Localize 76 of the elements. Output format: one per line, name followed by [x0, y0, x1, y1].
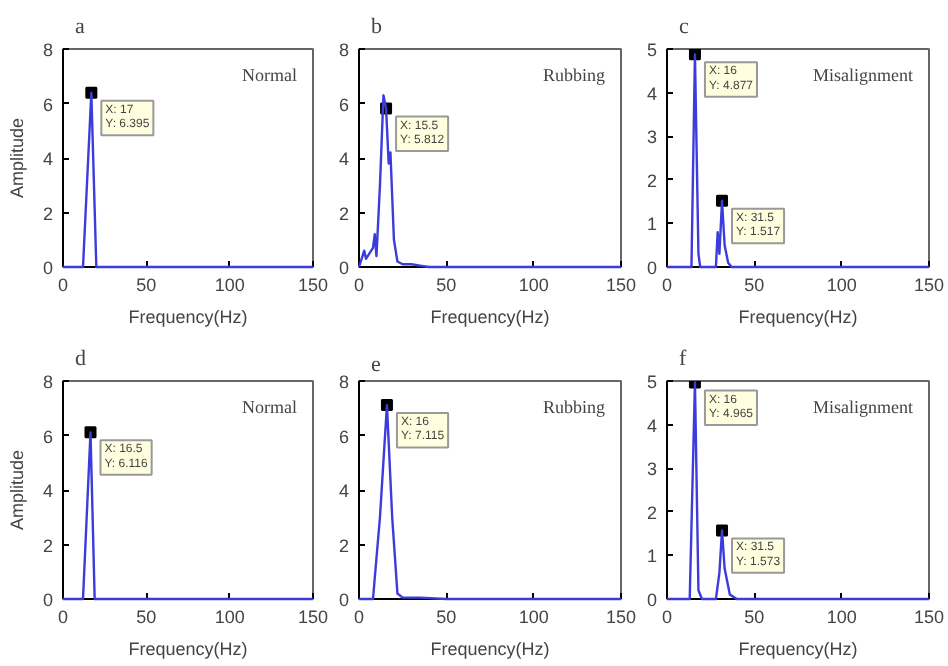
- annotation: Normal: [242, 65, 298, 85]
- annotation: Rubbing: [542, 397, 606, 417]
- chart-title: b: [371, 15, 383, 39]
- x-tick-label: 50: [436, 607, 457, 627]
- y-tick-label: 6: [42, 94, 54, 115]
- y-tick-label: 4: [646, 83, 658, 104]
- y-tick-label: 6: [42, 426, 54, 447]
- y-tick-label: 0: [646, 258, 658, 278]
- y-tick-label: 4: [646, 415, 658, 436]
- y-tick-label: 4: [42, 149, 54, 169]
- y-axis-title: Amplitude: [6, 117, 27, 199]
- chart-title: f: [679, 347, 687, 371]
- y-tick-label: 8: [338, 372, 350, 392]
- y-tick-label: 2: [646, 170, 658, 191]
- annotation: Rubbing: [542, 65, 606, 85]
- x-axis-title: Frequency(Hz): [128, 639, 248, 659]
- y-tick-label: 1: [646, 214, 658, 235]
- x-tick-label: 50: [436, 275, 457, 295]
- y-tick-label: 0: [42, 258, 54, 278]
- y-tick-label: 3: [646, 127, 658, 148]
- x-tick-label: 150: [605, 607, 637, 627]
- x-tick-label: 150: [297, 607, 329, 627]
- annotation: Misalignment: [813, 397, 914, 417]
- y-tick-label: 5: [646, 40, 658, 60]
- y-tick-label: 2: [42, 535, 54, 556]
- y-tick-label: 6: [338, 94, 350, 115]
- y-tick-label: 3: [646, 459, 658, 480]
- y-tick-label: 2: [338, 535, 350, 556]
- y-tick-label: 6: [338, 426, 350, 447]
- x-axis-title: Frequency(Hz): [128, 307, 248, 327]
- chart-title: d: [75, 347, 87, 371]
- x-tick-label: 0: [661, 607, 673, 627]
- x-tick-label: 0: [661, 275, 673, 295]
- y-tick-label: 2: [338, 203, 350, 224]
- x-tick-label: 150: [297, 275, 329, 295]
- y-tick-label: 0: [338, 258, 350, 278]
- x-tick-label: 0: [57, 607, 69, 627]
- y-tick-label: 1: [646, 546, 658, 567]
- chart-title: a: [75, 15, 85, 39]
- y-tick-label: 0: [42, 590, 54, 610]
- x-tick-label: 50: [744, 607, 765, 627]
- y-tick-label: 0: [338, 590, 350, 610]
- chart-title: e: [371, 353, 381, 377]
- y-tick-label: 2: [646, 502, 658, 523]
- y-axis-title: Amplitude: [6, 449, 27, 531]
- x-axis-title: Frequency(Hz): [430, 307, 550, 327]
- x-tick-label: 50: [136, 607, 157, 627]
- x-tick-label: 0: [353, 275, 365, 295]
- y-tick-label: 8: [338, 40, 350, 60]
- x-tick-label: 0: [57, 275, 69, 295]
- y-tick-label: 5: [646, 372, 658, 392]
- y-tick-label: 8: [42, 40, 54, 60]
- y-tick-label: 4: [338, 149, 350, 169]
- x-axis-title: Frequency(Hz): [738, 639, 858, 659]
- y-tick-label: 0: [646, 590, 658, 610]
- x-tick-label: 50: [744, 275, 765, 295]
- x-axis-title: Frequency(Hz): [738, 307, 858, 327]
- x-tick-label: 150: [913, 607, 945, 627]
- x-tick-label: 150: [913, 275, 945, 295]
- x-axis-title: Frequency(Hz): [430, 639, 550, 659]
- x-tick-label: 150: [605, 275, 637, 295]
- x-tick-label: 100: [518, 607, 549, 627]
- y-tick-label: 8: [42, 372, 54, 392]
- annotation: Misalignment: [813, 65, 914, 85]
- x-tick-label: 100: [826, 607, 857, 627]
- x-tick-label: 100: [214, 275, 245, 295]
- x-tick-label: 100: [214, 607, 245, 627]
- chart-title: c: [679, 15, 689, 39]
- x-tick-label: 50: [136, 275, 157, 295]
- y-tick-label: 4: [338, 481, 350, 501]
- x-tick-label: 100: [518, 275, 549, 295]
- y-tick-label: 2: [42, 203, 54, 224]
- y-tick-label: 4: [42, 481, 54, 501]
- x-tick-label: 0: [353, 607, 365, 627]
- x-tick-label: 100: [826, 275, 857, 295]
- annotation: Normal: [242, 397, 298, 417]
